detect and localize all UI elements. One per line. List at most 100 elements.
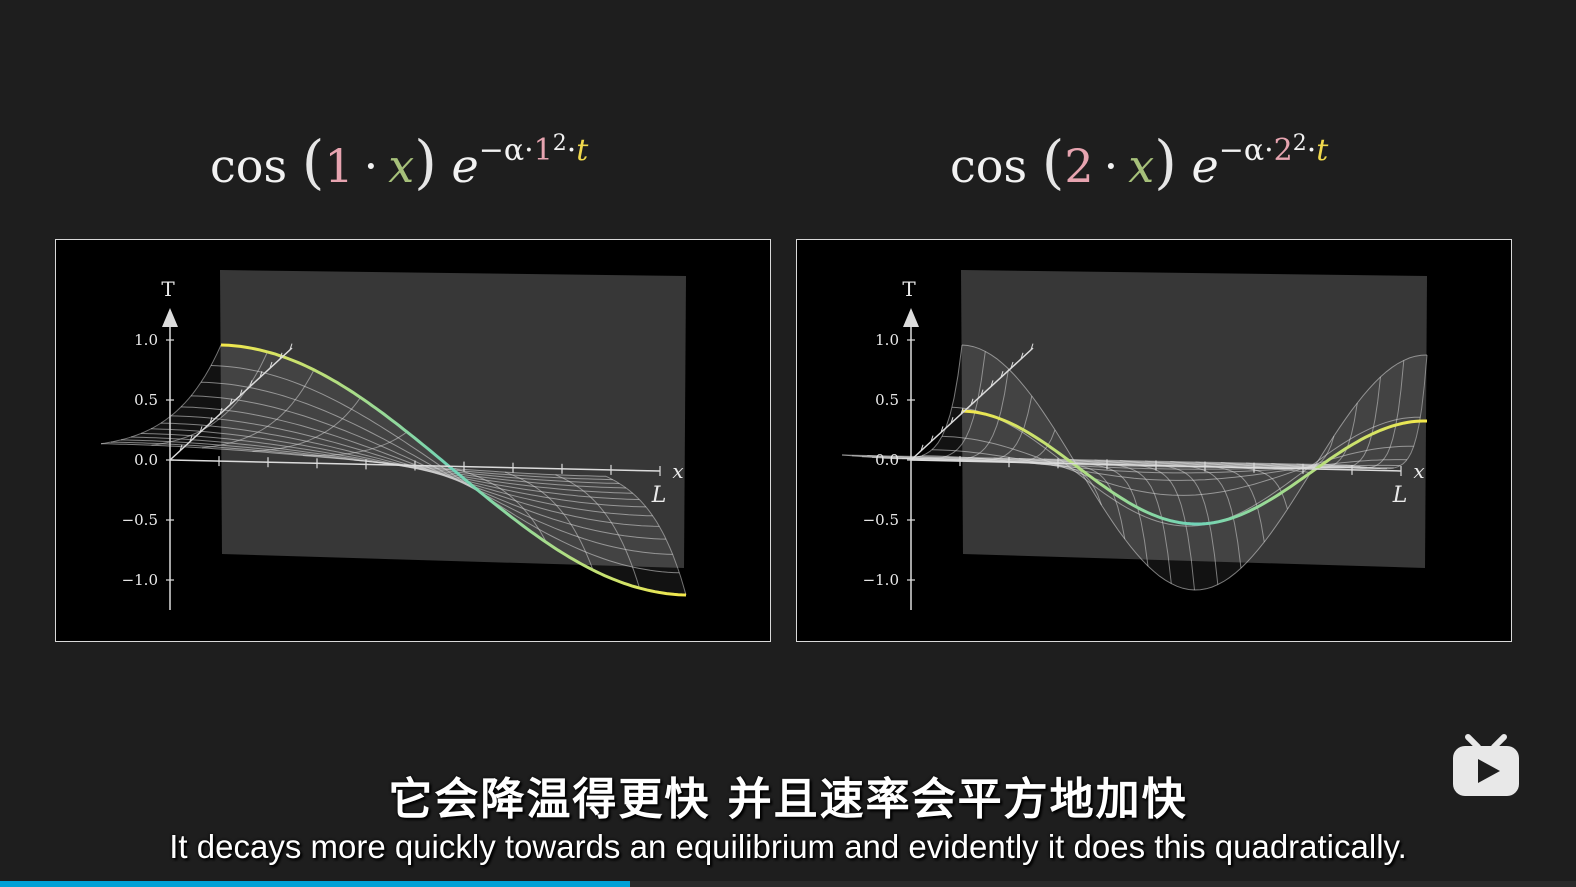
x-axis-label: x (1413, 459, 1424, 483)
time-tick (179, 444, 183, 451)
surface-strip (121, 437, 626, 488)
surface-gridline-t (1245, 435, 1335, 469)
surface-gridline-t (1043, 458, 1149, 567)
y-tick-label: 1.0 (875, 331, 899, 349)
surface-gridline-t (892, 368, 1009, 461)
time-tick (990, 380, 994, 387)
surface-gridline-t (1346, 354, 1428, 470)
background-plane (220, 270, 686, 568)
surface-gridline-t (1069, 459, 1172, 584)
time-tick (239, 389, 243, 396)
time-tick (1000, 371, 1004, 378)
time-tick (189, 435, 193, 442)
temperature-axis-arrow (903, 308, 919, 327)
surface-strip (141, 428, 640, 500)
time-tick (219, 407, 223, 415)
time-tick (930, 435, 934, 442)
temperature-axis-arrow (162, 308, 178, 327)
temperature-axis-label: T (902, 277, 916, 301)
y-tick-label: 1.0 (134, 331, 158, 349)
surface-gridline-t (1271, 402, 1358, 469)
formula-cos: cos (950, 139, 1028, 193)
surface-gridline-t (504, 471, 594, 571)
surface-gridline-t (1321, 360, 1405, 469)
plot-panel-left: T 1.0 0.5 0.0 −0.5 −1.0 x L (55, 239, 771, 642)
surface-gridline-t (555, 474, 640, 589)
y-tick-label: −0.5 (122, 511, 158, 529)
subtitle-english: It decays more quickly towards an equili… (169, 828, 1407, 865)
time-tick (209, 417, 213, 424)
surface-gridline-t (605, 475, 687, 596)
surface-strip (151, 423, 646, 507)
time-tick (980, 389, 984, 396)
y-tick-label: 0.5 (875, 391, 899, 409)
y-tick-label: −0.5 (863, 511, 899, 529)
bilibili-tv-icon[interactable] (1450, 733, 1522, 799)
formula-left: cos (1 · x) e−α·12·t (210, 128, 588, 228)
time-tick (970, 398, 974, 405)
surface-strip (922, 449, 1407, 481)
time-tick (269, 361, 273, 369)
formula-exponent: −α·12·t (478, 130, 589, 168)
surface-gridline-t (1094, 459, 1195, 591)
subtitle-chinese: 它会降温得更快 并且速率会平方地加快 (388, 774, 1188, 825)
y-tick-label: 0.0 (875, 451, 899, 469)
time-tick (1010, 361, 1014, 369)
formula-paren-close: ) (414, 128, 437, 196)
surface-plot-right: T 1.0 0.5 0.0 −0.5 −1.0 xL (841, 270, 1428, 610)
current-temperature-curve (220, 343, 687, 597)
time-tick (259, 371, 263, 378)
current-temperature-curve (961, 409, 1427, 526)
background-plane (961, 270, 1427, 568)
time-tick (289, 343, 293, 350)
y-tick-label: 0.5 (134, 391, 158, 409)
y-tick-label: −1.0 (863, 571, 899, 589)
formula-paren-open: ( (1041, 128, 1065, 196)
surface-strip (101, 442, 613, 480)
y-tick-label: −1.0 (122, 571, 158, 589)
surface-strip (942, 407, 1421, 527)
surface-gridline-t (1144, 460, 1242, 569)
surface-gridline-t (201, 369, 315, 449)
x-end-label: L (651, 483, 667, 508)
time-tick (199, 426, 203, 433)
surface-gridline-t (252, 397, 361, 452)
formula-e: e (451, 139, 479, 193)
surface-plot-left: T 1.0 0.5 0.0 −0.5 −1.0 xL (100, 270, 687, 610)
formula-right: cos (2 · x) e−α·22·t (950, 128, 1328, 228)
time-tick (920, 444, 924, 451)
time-tick (249, 380, 253, 387)
progress-fill (0, 881, 631, 887)
formula-frequency: 2 (1064, 139, 1094, 193)
surface-gridline-t (454, 468, 547, 543)
surface-strip (952, 345, 1427, 590)
time-tick (1020, 352, 1024, 359)
formula-e: e (1191, 139, 1219, 193)
surface-gridline-t (1119, 460, 1219, 585)
surface-strip (932, 436, 1414, 496)
surface-gridline-t (100, 344, 222, 445)
formula-paren-close: ) (1154, 128, 1177, 196)
x-end-label: L (1392, 483, 1408, 508)
plot-panel-right: T 1.0 0.5 0.0 −0.5 −1.0 x L (796, 239, 1512, 642)
surface-strip (111, 439, 620, 484)
formula-var: x (1128, 139, 1155, 193)
formula-var: x (388, 139, 415, 193)
formula-exponent: −α·22·t (1218, 130, 1329, 168)
progress-bar[interactable] (0, 881, 1576, 887)
formula-frequency: 1 (324, 139, 354, 193)
time-tick (279, 352, 283, 359)
time-tick (940, 426, 944, 433)
time-tick (1030, 343, 1034, 350)
y-tick-label: 0.0 (134, 451, 158, 469)
temperature-axis-label: T (161, 277, 175, 301)
formula-dot: · (1103, 139, 1119, 193)
formula-paren-open: ( (301, 128, 325, 196)
surface-gridline-t (1296, 376, 1381, 469)
surface-gridline-t (302, 431, 408, 457)
formula-cos: cos (210, 139, 288, 193)
surface-strip (131, 433, 633, 494)
time-tick (950, 417, 954, 424)
x-axis-label: x (672, 459, 683, 483)
